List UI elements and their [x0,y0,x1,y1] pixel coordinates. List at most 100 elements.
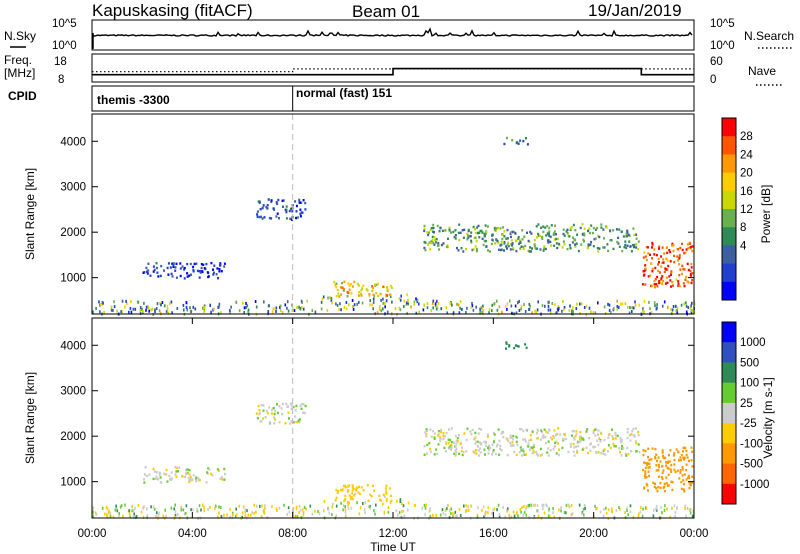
echo-region-1-mark [273,412,276,416]
echo-region-0-mark [188,469,191,472]
echo-region-5-mark [662,258,665,261]
ground-scatter-mark [389,501,392,505]
echo-region-3-mark [547,239,550,242]
echo-region-0-mark [157,275,160,278]
ground-scatter-mark [399,515,402,519]
echo-region-3-mark [575,433,578,436]
echo-region-3-mark [529,230,532,234]
echo-region-0-mark [215,273,218,276]
ground-scatter-mark [637,514,640,518]
echo-region-3-mark [518,238,521,241]
echo-region-3-mark [440,428,443,432]
ground-scatter-mark [101,506,104,510]
ground-scatter-mark [287,506,290,510]
ground-scatter-mark [295,505,298,509]
echo-region-2-mark [348,484,351,487]
echo-region-5-mark [665,464,667,467]
ground-scatter-mark [534,309,537,313]
echo-region-3-mark [537,454,540,457]
echo-region-3-mark [505,245,508,248]
echo-region-1-mark [276,403,278,406]
echo-region-0-mark [218,270,221,273]
ground-scatter-mark [672,305,675,308]
colorbar-frame [721,321,737,505]
ground-scatter-mark [120,504,123,508]
echo-region-0-mark [156,477,159,481]
echo-region-4-mark [525,346,528,349]
echo-region-2-mark [351,486,354,489]
ground-scatter-mark [214,506,216,510]
echo-region-1-mark [296,420,299,424]
echo-region-2-mark [368,293,371,296]
echo-region-5-mark [655,487,658,490]
echo-region-3-mark [433,231,435,234]
echo-region-5-mark [670,480,673,483]
echo-region-3-mark [596,247,599,250]
cpid-label: CPID [8,89,37,103]
ground-scatter-mark [253,503,255,507]
echo-region-3-mark [533,238,536,242]
ground-scatter-mark [455,514,457,518]
echo-region-3-mark [429,450,432,453]
echo-region-3-mark [499,447,502,450]
ground-scatter-mark [167,311,170,315]
ground-scatter-mark [560,506,562,510]
echo-region-5-mark [690,446,693,449]
ground-scatter-mark [548,507,550,511]
echo-region-3-mark [635,243,638,246]
colorbar-segment [722,209,736,228]
echo-region-5-mark [686,476,689,480]
ground-scatter-mark [174,503,176,507]
ground-scatter-mark [109,511,112,515]
ground-scatter-mark [255,305,258,309]
noise-sky-line [93,27,693,37]
echo-region-3-mark [491,453,494,456]
echo-region-0-mark [219,263,222,266]
ground-scatter-mark [620,302,622,306]
ground-scatter-mark [670,308,672,312]
echo-region-5-mark [691,465,694,468]
echo-region-2-mark [357,284,360,287]
ground-scatter-mark [369,299,371,303]
echo-region-2-mark [335,295,338,298]
echo-region-5-mark [680,487,683,491]
echo-region-5-mark [682,488,685,491]
echo-region-3-mark [606,243,609,246]
echo-region-1-mark [300,201,303,204]
echo-region-3-mark [444,435,446,438]
ground-scatter-mark [153,507,156,511]
ground-scatter-mark [192,305,195,309]
ground-scatter-mark [537,509,539,513]
ground-scatter-mark [563,306,566,309]
ground-scatter-mark [415,297,417,301]
echo-region-3-mark [431,230,434,233]
ground-scatter-mark [413,504,416,507]
ground-scatter-mark [232,513,234,517]
echo-region-5-mark [650,262,653,266]
colorbar-tick-label: -1000 [740,479,769,491]
echo-region-3-mark [531,446,534,450]
echo-region-2-mark [349,282,352,286]
echo-region-3-mark [529,448,531,452]
ground-scatter-mark [192,508,194,512]
ground-scatter-mark [276,509,278,512]
echo-region-0-mark [203,267,206,270]
ground-scatter-mark [567,503,570,507]
echo-region-3-mark [502,435,505,439]
echo-region-3-mark [503,249,505,252]
ground-scatter-mark [238,504,240,508]
ground-scatter-mark [483,515,485,519]
ground-scatter-mark [406,293,408,297]
echo-region-3-mark [539,248,542,251]
echo-region-5-mark [651,257,654,260]
ground-scatter-mark [520,304,523,308]
echo-region-3-mark [546,231,549,235]
echo-region-3-mark [547,454,550,457]
echo-region-5-mark [679,459,682,462]
echo-region-3-mark [603,438,606,442]
ground-scatter-mark [549,308,552,312]
echo-region-3-mark [576,449,579,453]
ground-scatter-mark [275,310,277,313]
